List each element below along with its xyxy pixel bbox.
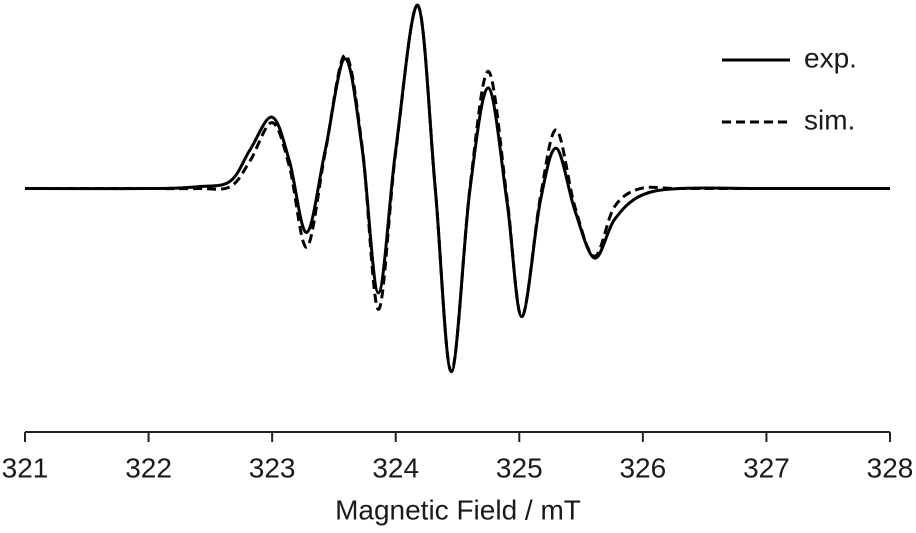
x-tick-label: 323: [249, 452, 296, 483]
x-tick-label: 324: [372, 452, 419, 483]
x-tick-label: 327: [743, 452, 790, 483]
spectrum-line: [25, 3, 890, 374]
x-tick-label: 321: [2, 452, 49, 483]
x-tick-label: 326: [619, 452, 666, 483]
x-tick-label: 328: [867, 452, 914, 483]
x-axis-label: Magnetic Field / mT: [335, 494, 581, 525]
legend-label: sim.: [804, 104, 855, 135]
x-tick-label: 322: [125, 452, 172, 483]
x-tick-label: 325: [496, 452, 543, 483]
legend-label: exp.: [804, 42, 857, 73]
